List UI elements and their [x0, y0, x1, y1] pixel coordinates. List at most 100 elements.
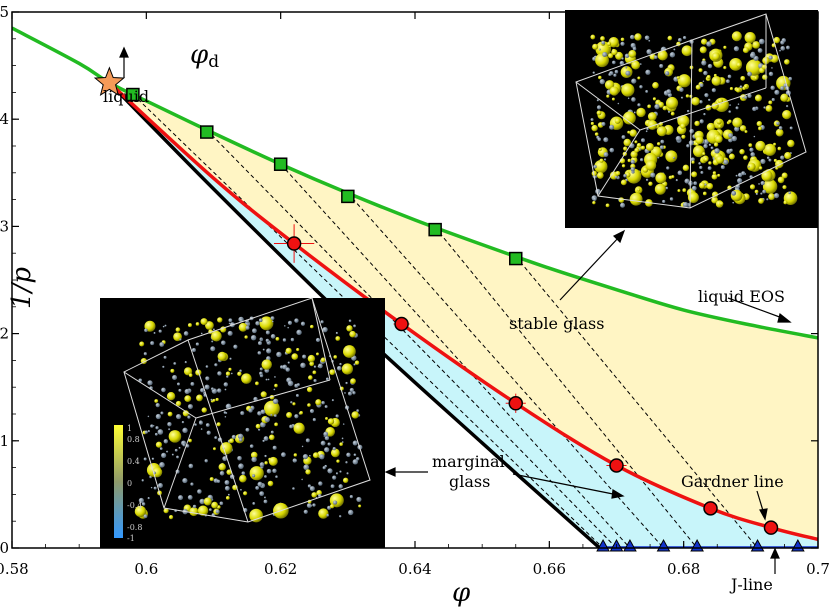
particle	[609, 124, 615, 130]
particle	[330, 448, 340, 458]
particle	[238, 438, 243, 442]
particle	[293, 422, 305, 434]
particle	[770, 85, 775, 91]
particle	[735, 87, 741, 93]
particle	[213, 447, 217, 451]
particle	[329, 369, 336, 376]
particle	[274, 422, 279, 427]
particle	[311, 492, 318, 498]
particle	[268, 434, 275, 441]
particle	[606, 41, 612, 46]
stable-glass-marker	[428, 222, 442, 237]
particle	[758, 126, 762, 131]
particle	[139, 341, 145, 347]
particle	[327, 468, 333, 474]
particle	[163, 508, 169, 514]
particle	[620, 202, 626, 208]
particle	[228, 367, 232, 372]
particle	[711, 88, 716, 93]
glass-annotation: glass	[449, 472, 490, 491]
particle	[138, 497, 144, 504]
particle	[673, 48, 676, 51]
particle	[294, 318, 299, 323]
particle	[627, 97, 630, 100]
particle	[605, 203, 610, 208]
particle	[183, 331, 189, 336]
particle	[195, 342, 200, 346]
particle	[713, 142, 719, 147]
particle	[266, 468, 272, 474]
particle	[270, 430, 274, 434]
x-tick-label: 0.58	[0, 560, 29, 578]
particle	[249, 508, 263, 523]
particle	[699, 83, 704, 88]
particle	[692, 145, 705, 158]
markers	[93, 66, 805, 552]
particle	[184, 388, 190, 395]
particle	[178, 446, 181, 449]
particle	[263, 499, 268, 504]
particle	[704, 93, 709, 98]
particle	[143, 352, 147, 356]
particle	[329, 504, 335, 509]
compression-line	[132, 93, 604, 549]
particle	[268, 456, 278, 466]
particle	[629, 34, 635, 40]
particle	[356, 409, 360, 413]
particle	[619, 60, 625, 66]
particle	[630, 150, 638, 159]
stable-glass-annotation: stable glass	[509, 314, 604, 333]
particle	[274, 376, 276, 378]
particle	[677, 189, 681, 193]
particle	[263, 436, 269, 441]
particle	[205, 321, 214, 330]
particle	[155, 426, 159, 430]
particle	[307, 484, 312, 488]
particle	[308, 375, 313, 380]
particle	[622, 111, 636, 125]
particle	[786, 45, 790, 50]
particle	[645, 130, 648, 133]
particle	[257, 411, 262, 416]
particle	[760, 181, 765, 186]
particle	[271, 320, 274, 323]
particle	[671, 175, 675, 179]
particle	[255, 321, 260, 326]
particle	[345, 461, 348, 464]
particle	[618, 197, 625, 203]
gardner-marker	[703, 501, 718, 516]
particle	[167, 422, 172, 427]
particle	[774, 89, 780, 95]
y-axis-label: 1/p	[7, 267, 37, 309]
particle	[596, 172, 604, 179]
particle	[157, 483, 163, 489]
particle	[354, 360, 360, 365]
particle	[347, 391, 352, 396]
particle	[216, 388, 222, 393]
particle	[339, 470, 342, 473]
particle	[749, 147, 754, 152]
particle	[335, 414, 339, 418]
particle	[227, 330, 233, 336]
particle	[686, 144, 690, 148]
stable-glass-marker	[341, 189, 355, 204]
particle	[301, 478, 303, 481]
particle	[164, 324, 167, 327]
dynamical-transition-star	[93, 66, 126, 97]
particle	[685, 94, 690, 98]
particle	[645, 178, 649, 182]
particle	[224, 388, 227, 391]
particle	[218, 463, 226, 471]
particle	[787, 139, 795, 148]
particle	[221, 340, 226, 346]
particle	[777, 146, 782, 151]
particle	[306, 386, 313, 393]
particle	[766, 156, 770, 160]
particle	[211, 501, 219, 509]
particle	[741, 171, 746, 176]
particle	[342, 423, 345, 425]
particle	[729, 57, 743, 71]
particle	[683, 35, 687, 40]
particle	[257, 351, 262, 355]
